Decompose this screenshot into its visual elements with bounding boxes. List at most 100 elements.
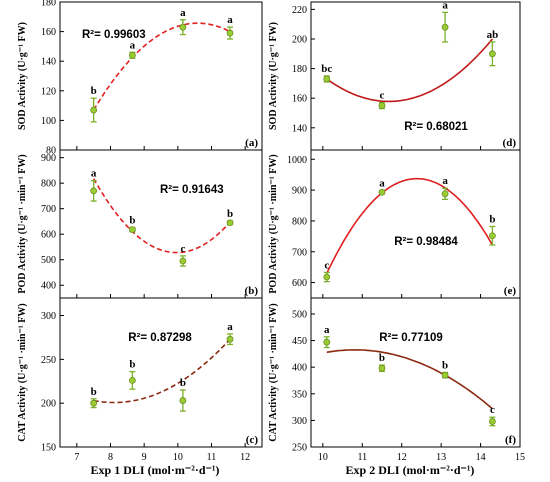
x-tick-label: 10	[173, 452, 183, 463]
y-tick-label: 250	[292, 443, 307, 454]
panel-d: 140 160 180 200 220 SOD Activity (U·g⁻¹ FW) bc…	[268, 0, 521, 151]
x-axis-label-exp2: Exp 2 DLI (mol·m⁻²·d⁻¹)	[346, 463, 475, 477]
data-point	[90, 106, 98, 114]
significance-letter: a	[442, 0, 448, 11]
y-tick-label: 400	[41, 281, 56, 292]
y-tick-label: 160	[292, 94, 307, 105]
significance-letter: b	[91, 85, 97, 97]
data-point	[441, 190, 449, 198]
data-point	[488, 232, 496, 240]
y-axis-label: CAT Activity (U·g⁻¹ ·min⁻¹ FW)	[268, 303, 279, 441]
panel-label: (f)	[505, 434, 516, 446]
y-axis-label: SOD Activity (U·g⁻¹ FW)	[17, 22, 28, 130]
y-tick-label: 600	[41, 230, 56, 241]
y-tick-label: 120	[41, 86, 56, 97]
panel-label: (b)	[245, 285, 259, 297]
x-tick-label: 7	[74, 452, 79, 463]
y-tick-label: 200	[41, 399, 56, 410]
y-tick-label: 300	[292, 416, 307, 427]
fit-curve	[93, 338, 231, 404]
data-point	[226, 219, 234, 227]
y-tick-label: 150	[41, 443, 56, 454]
x-tick-label: 14	[476, 452, 486, 463]
panel-e: 600 700 800 900 1000 POD Activity (U·g⁻¹ ·min…	[268, 149, 521, 299]
panel-a: 80 100 120 140 160 180 SOD Activity (U·g⁻¹ FW)…	[17, 0, 263, 157]
y-axis-label: SOD Activity (U·g⁻¹ FW)	[268, 22, 279, 130]
x-axis-label-exp1: Exp 1 DLI (mol·m⁻²·d⁻¹)	[91, 463, 220, 477]
y-tick-label: 600	[292, 278, 307, 289]
y-tick-label: 160	[41, 27, 56, 38]
significance-letter: a	[130, 39, 136, 51]
panel-label: (a)	[245, 137, 258, 149]
y-tick-label: 800	[41, 179, 56, 190]
y-tick-label: 500	[41, 255, 56, 266]
significance-letter: b	[489, 213, 495, 225]
significance-letter: a	[379, 178, 385, 190]
panel-b: 400 500 600 700 800 900 POD Activity (U·g⁻¹ ·m…	[17, 149, 263, 299]
x-tick-label: 13	[436, 452, 446, 463]
significance-letter: c	[490, 404, 495, 416]
y-tick-label: 350	[292, 389, 307, 400]
plot-frame	[59, 297, 263, 448]
panel-f: 250 300 350 400 450 500 10 11 12 13 14 15 CAT Activi…	[268, 297, 525, 463]
y-tick-label: 900	[292, 186, 307, 197]
y-tick-label: 180	[292, 64, 307, 75]
y-tick-label: 800	[292, 216, 307, 227]
significance-letter: a	[180, 7, 186, 19]
data-point	[90, 187, 98, 195]
y-axis-label: CAT Activity (U·g⁻¹ ·min⁻¹ FW)	[17, 303, 28, 441]
data-point	[90, 399, 98, 407]
significance-letter: b	[180, 377, 186, 389]
r-squared-label: R²= 0.98484	[394, 236, 458, 248]
data-point	[128, 226, 136, 234]
panel-label: (d)	[503, 137, 517, 149]
significance-letter: a	[227, 14, 233, 26]
y-axis-label: POD Activity (U·g⁻¹ ·min⁻¹ FW)	[17, 154, 28, 293]
fit-curve	[326, 177, 494, 274]
y-tick-label: 180	[41, 0, 56, 9]
x-tick-label: 11	[357, 452, 367, 463]
y-tick-label: 220	[292, 5, 307, 16]
significance-letter: b	[442, 360, 448, 372]
data-point	[488, 50, 496, 58]
data-point	[323, 75, 331, 83]
data-point	[226, 29, 234, 37]
y-axis-label: POD Activity (U·g⁻¹ ·min⁻¹ FW)	[268, 154, 279, 293]
r-squared-label: R²= 0.77109	[379, 332, 443, 344]
data-point	[488, 418, 496, 425]
fit-curve	[326, 38, 494, 103]
data-point	[378, 364, 386, 372]
y-tick-label: 140	[292, 123, 307, 134]
data-point	[441, 23, 449, 31]
significance-letter: c	[380, 90, 385, 102]
panel-c: 150 200 250 300 7 8 9 10 11 12 CAT Activity (U·g⁻¹…	[17, 297, 263, 463]
significance-letter: a	[91, 168, 97, 180]
y-tick-label: 300	[41, 311, 56, 322]
significance-letter: b	[129, 215, 135, 227]
panel-label: (c)	[246, 434, 259, 446]
significance-letter: b	[379, 352, 385, 364]
data-point	[441, 371, 449, 379]
fit-curve	[92, 178, 231, 254]
data-point	[378, 102, 386, 109]
x-tick-label: 10	[318, 452, 328, 463]
x-tick-label: 15	[515, 452, 525, 463]
y-tick-label: 80	[46, 146, 56, 157]
y-tick-label: 500	[292, 309, 307, 320]
data-point	[226, 335, 234, 343]
significance-letter: a	[442, 175, 448, 187]
r-squared-label: R²= 0.68021	[404, 121, 468, 133]
significance-letter: a	[324, 324, 330, 336]
y-tick-label: 1000	[287, 155, 307, 166]
x-tick-label: 11	[207, 452, 217, 463]
panels: 80 100 120 140 160 180 SOD Activity (U·g⁻¹ FW)…	[17, 0, 525, 463]
data-point	[179, 257, 187, 265]
x-tick-label: 9	[142, 452, 147, 463]
y-tick-label: 700	[41, 204, 56, 215]
significance-letter: c	[180, 243, 185, 255]
data-point	[128, 51, 136, 59]
r-squared-label: R²= 0.91643	[160, 184, 224, 196]
data-point	[378, 188, 386, 196]
significance-letter: c	[324, 259, 329, 271]
